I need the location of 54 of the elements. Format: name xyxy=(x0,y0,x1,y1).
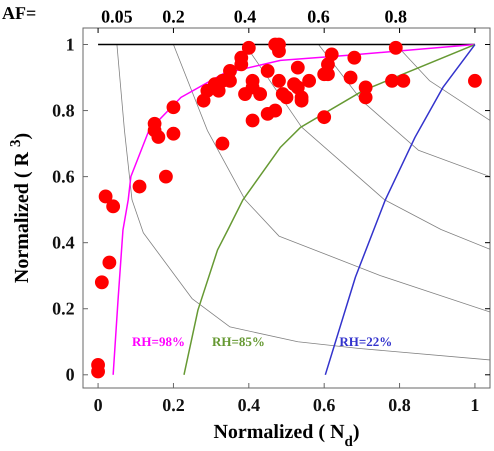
point xyxy=(166,126,180,141)
y-tick-label: 1 xyxy=(66,34,75,54)
series-label: RH=98% xyxy=(132,334,185,349)
point xyxy=(385,74,399,88)
line-series xyxy=(173,44,490,312)
y-tick-label: 0.8 xyxy=(52,100,75,120)
point xyxy=(253,87,268,101)
point xyxy=(388,40,403,55)
point xyxy=(468,74,482,88)
point xyxy=(196,94,211,108)
point xyxy=(238,87,252,101)
y-tick-label: 0.4 xyxy=(52,232,75,252)
x-tick-label: 0.8 xyxy=(388,394,411,415)
point xyxy=(246,114,260,128)
point xyxy=(102,256,116,270)
x-tick-label: 0.4 xyxy=(238,394,260,415)
point xyxy=(280,90,294,104)
point xyxy=(106,199,120,214)
point xyxy=(166,100,180,114)
point xyxy=(98,190,113,204)
line-series xyxy=(324,44,476,376)
point xyxy=(396,74,410,88)
y-tick-label: 0.6 xyxy=(52,166,75,186)
point xyxy=(302,74,316,88)
x-tick-label: 1 xyxy=(470,394,480,415)
point xyxy=(290,60,305,75)
series-label: RH=85% xyxy=(212,334,265,349)
point xyxy=(317,110,332,124)
point xyxy=(242,40,256,55)
y-tick-label: 0 xyxy=(66,364,75,385)
x-axis-title: Normalized ( N$_{d}$) xyxy=(213,421,360,450)
text: AF= xyxy=(2,3,36,23)
point xyxy=(268,104,282,118)
point xyxy=(344,70,358,84)
series-label: RH=22% xyxy=(339,334,392,349)
annotation: 0.8 xyxy=(384,6,408,27)
point xyxy=(260,64,275,78)
point xyxy=(347,50,362,65)
x-tick-label: 0.6 xyxy=(312,394,336,415)
annotation: 0.4 xyxy=(234,6,256,27)
line-series xyxy=(183,44,476,376)
point xyxy=(216,136,230,150)
x-tick-label: 0.2 xyxy=(162,394,185,415)
annotation: 0.05 xyxy=(101,6,133,27)
line-series xyxy=(318,44,490,178)
annotation: 0.2 xyxy=(162,6,185,27)
y-tick-label: 0.2 xyxy=(52,298,75,318)
point xyxy=(272,74,286,88)
point xyxy=(151,130,166,144)
point xyxy=(132,180,146,194)
point xyxy=(158,170,173,184)
annotation: 0.6 xyxy=(307,6,330,27)
point xyxy=(94,275,109,290)
x-tick-label: 0 xyxy=(94,394,103,415)
